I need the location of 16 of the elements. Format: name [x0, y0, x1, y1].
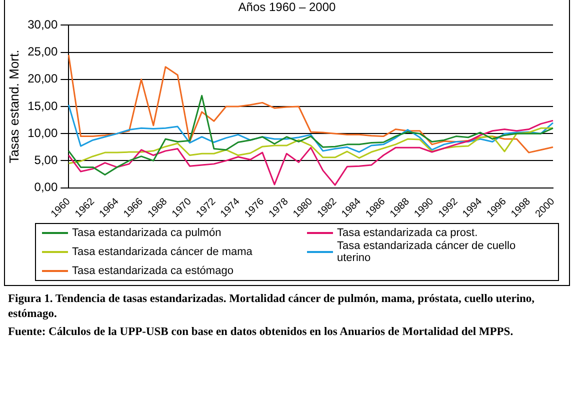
legend-label: Tasa estandarizada ca estómago [72, 265, 234, 277]
y-tick-label: 25,00 [28, 44, 58, 59]
y-tick-label: 10,00 [28, 126, 58, 140]
y-tick-label: 20,00 [28, 72, 58, 86]
y-tick-label: 30,00 [28, 18, 58, 32]
legend-label: Tasa estandarizada ca prost. [337, 227, 478, 239]
source-note: Fuente: Cálculos de la UPP-USB con base en datos obtenidos en los Anuarios de Mortalidad del MPPS. [8, 325, 514, 340]
chart-title: Años 1960 – 2000 [237, 0, 337, 15]
legend-label: Tasa estandarizada ca pulmón [72, 227, 222, 239]
y-tick-label: 0,00 [34, 180, 58, 194]
y-tick-label: 5,00 [34, 153, 58, 167]
legend-label: Tasa estandarizada cáncer de mama [72, 246, 252, 258]
text: Figura 1. Tendencia de tasas estandarizadas. Mortalidad cáncer de pulmón, mama, próstata, cuello uterino, estómago. [8, 292, 536, 322]
legend-label: Tasa estandarizada cáncer de cuello uterino [337, 240, 517, 264]
y-tick-label: 15,00 [28, 98, 58, 113]
y-axis-title: Tasas estand. Mort. [6, 50, 22, 164]
